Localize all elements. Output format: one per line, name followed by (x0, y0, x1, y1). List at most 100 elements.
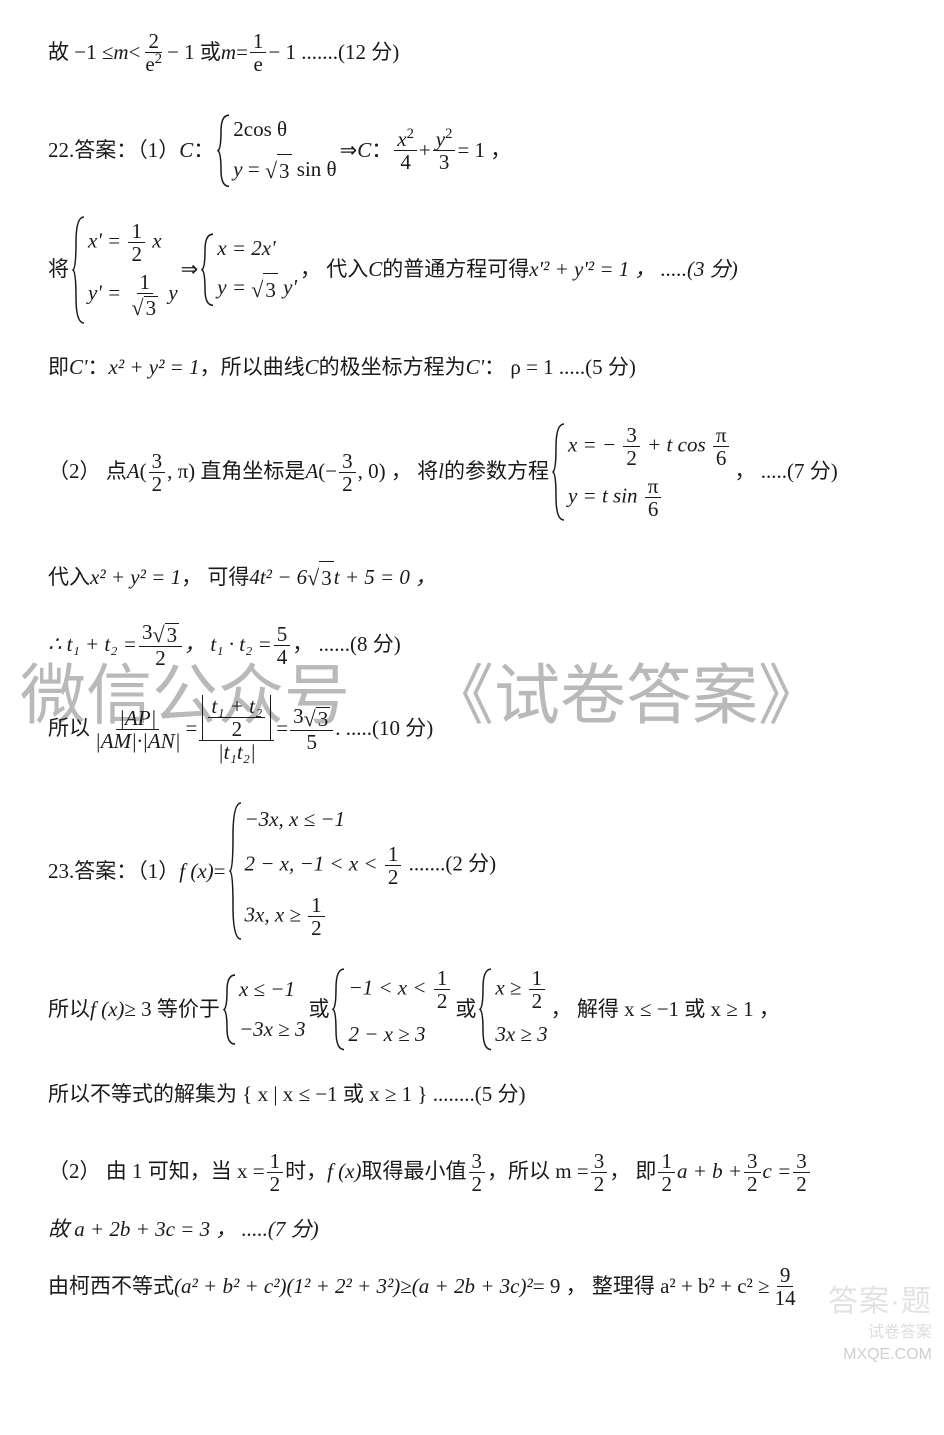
line-13: 故 a + 2b + 3c = 3 ， .....(7 分) (48, 1213, 914, 1247)
frac: 3√3 2 (139, 621, 182, 669)
eq-part: 4t² − 6 (249, 561, 307, 595)
cases: x ≤ −1 −3x ≥ 3 (223, 973, 306, 1046)
num: y2 (433, 128, 456, 151)
cases: x = − 32 + t cos π6 y = t sin π6 (552, 422, 732, 522)
text: = (186, 712, 198, 746)
num: 2 (145, 30, 162, 53)
num: |AP| (116, 707, 159, 730)
paren: (a² + b² + c²)(1² + 2² + 3²) (174, 1270, 400, 1304)
line-3: 将 x' = 12 x y' = 1√3 y ⇒ (48, 215, 914, 325)
var-C: C (357, 134, 371, 168)
text: 故 a + 2b + 3c = 3 ， .....(7 分) (48, 1217, 319, 1241)
case-row: 2 − x ≥ 3 (348, 1018, 452, 1052)
text: 由柯西不等式 (48, 1270, 174, 1304)
text: 代入 (48, 561, 90, 595)
den: |AM|·|AN| (92, 730, 184, 752)
text: （2） 点 (48, 455, 127, 489)
case-row: x = − 32 + t cos π6 (568, 424, 732, 469)
case-row: 3x, x ≥ 12 (245, 894, 497, 939)
case-row: y = √3 y' (217, 271, 297, 307)
frac: 2 e2 (142, 30, 165, 75)
eq: x² + y² = 1 (109, 351, 200, 385)
den: |t₁t₂| (215, 741, 259, 763)
text: = (214, 855, 226, 889)
num: 1 (250, 30, 267, 53)
left-brace-icon (332, 967, 346, 1052)
text: ，所以曲线 (200, 351, 305, 385)
var: A (127, 455, 140, 489)
var: C (305, 351, 319, 385)
left-brace-icon (201, 232, 215, 307)
text: ， 代入 (300, 253, 368, 287)
text: ≥ 3 等价于 (124, 993, 220, 1027)
text: 的极坐标方程为 (319, 351, 466, 385)
case-row: y = √3 sin θ (233, 153, 336, 189)
text: = 1 ， (457, 134, 511, 168)
cases: 2cos θ y = √3 sin θ (217, 113, 336, 188)
left-brace-icon (552, 422, 566, 522)
var: C' (69, 351, 88, 385)
text: 故 −1 ≤ (48, 36, 113, 70)
text: a + b + (677, 1155, 742, 1189)
text: + (419, 134, 431, 168)
case-row: −3x ≥ 3 (239, 1013, 306, 1047)
text: 所以不等式的解集为 { x | x ≤ −1 或 x ≥ 1 } .......… (48, 1082, 526, 1106)
text: ， .....(7 分) (734, 455, 837, 489)
left-brace-icon (223, 973, 237, 1046)
text: 所以 (48, 993, 90, 1027)
frac: |AP| |AM|·|AN| (92, 707, 184, 752)
line-8: 所以 |AP| |AM|·|AN| = t₁ + t₂ 2 |t₁t₂| = 3… (48, 695, 914, 763)
line-7: ∴ t₁ + t₂ = 3√3 2 ， t₁ · t₂ = 54 ， .....… (48, 621, 914, 669)
text: ： (193, 134, 214, 168)
case-row: x' = 12 x (88, 220, 178, 265)
cases: x ≥ 12 3x ≥ 3 (479, 967, 547, 1052)
text: .......(2 分) (409, 851, 497, 875)
cases: x = 2x' y = √3 y' (201, 232, 297, 307)
var: C' (466, 351, 485, 385)
text: ： ρ = 1 .....(5 分) (484, 351, 636, 385)
cases: −3x, x ≤ −1 2 − x, −1 < x < 12 .......(2… (229, 801, 497, 941)
den: 4 (397, 151, 414, 173)
text: c = (763, 1155, 792, 1189)
text: 或 (308, 993, 329, 1027)
text: = (276, 712, 288, 746)
text: （2） 由 1 可知，当 x = (48, 1155, 265, 1189)
line-9: 23.答案：（1） f (x) = −3x, x ≤ −1 2 − x, −1 … (48, 801, 914, 941)
line-14: 由柯西不等式 (a² + b² + c²)(1² + 2² + 3²) ≥ (a… (48, 1264, 914, 1309)
var-m: m (221, 36, 236, 70)
text: = 9 ， 整理得 a² + b² + c² ≥ (533, 1270, 770, 1304)
left-brace-icon (479, 967, 493, 1052)
text: ，所以 m = (487, 1155, 589, 1189)
frac: x2 4 (394, 128, 417, 173)
text: 取得最小值 (362, 1155, 467, 1189)
text: 23.答案：（1） (48, 855, 179, 889)
text: ， 即 (609, 1155, 656, 1189)
var: A (305, 455, 318, 489)
line-5: （2） 点 A ( 32 , π) 直角坐标是 A (− 32 , 0) ， 将… (48, 422, 914, 522)
corner-wm-site: MXQE.COM (828, 1344, 932, 1366)
text: 的参数方程 (444, 455, 549, 489)
frac: 1 e (250, 30, 267, 75)
eq-part: t + 5 = 0 ， (334, 561, 436, 595)
fx: f (x) (179, 855, 213, 889)
eq: x² + y² = 1 (90, 561, 181, 595)
case-row: y' = 1√3 y (88, 271, 178, 319)
case-row: 2 − x, −1 < x < 12 .......(2 分) (245, 843, 497, 888)
case-row: x ≤ −1 (239, 973, 306, 1007)
line-1: 故 −1 ≤ m < 2 e2 − 1 或 m = 1 e − 1 ......… (48, 30, 914, 75)
line-6: 代入 x² + y² = 1 ， 可得 4t² − 6 √3 t + 5 = 0… (48, 560, 914, 595)
text: (− (318, 455, 337, 489)
frac: 3√3 5 (290, 705, 333, 753)
text: − 1 或 (167, 36, 221, 70)
text: ≥ (400, 1270, 412, 1304)
text: ∴ t₁ + t₂ = (48, 628, 137, 662)
den: e2 (142, 53, 165, 75)
text: ： (88, 351, 109, 385)
text: ， t₁ · t₂ = (184, 628, 272, 662)
text: , π) 直角坐标是 (167, 455, 305, 489)
left-brace-icon (229, 801, 243, 941)
num: t₁ + t₂ 2 (199, 695, 274, 741)
case-row: −3x, x ≤ −1 (245, 803, 497, 837)
line-11: 所以不等式的解集为 { x | x ≤ −1 或 x ≥ 1 } .......… (48, 1078, 914, 1112)
text: < (129, 36, 141, 70)
